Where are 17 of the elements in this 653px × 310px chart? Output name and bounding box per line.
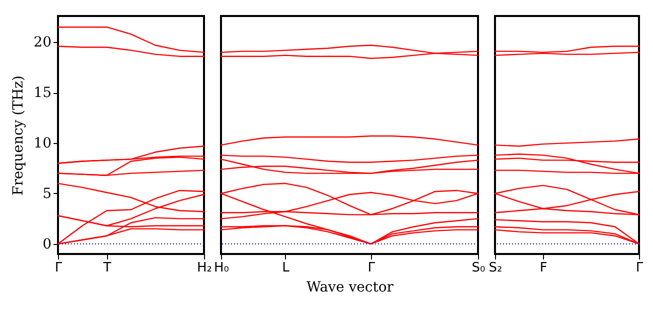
- x-tick-label: F: [540, 260, 548, 276]
- x-tick-label: L: [282, 260, 290, 276]
- x-tick-label: H₂: [197, 260, 212, 276]
- y-tick-label: 10: [34, 136, 52, 152]
- x-tick-label: Γ: [54, 260, 63, 276]
- y-tick-label: 15: [34, 85, 52, 102]
- x-tick-label: T: [102, 260, 112, 276]
- x-tick-label: H₀: [214, 260, 229, 276]
- x-axis-title: Wave vector: [306, 280, 394, 296]
- y-tick-label: 20: [34, 34, 52, 51]
- x-tick-label: S₂: [488, 260, 502, 276]
- y-tick-label: 5: [42, 186, 52, 202]
- x-tick-label: Γ: [368, 260, 376, 276]
- y-axis-title: Frequency (THz): [10, 75, 27, 196]
- y-tick-label: 0: [42, 236, 52, 252]
- x-tick-label: S₀: [472, 260, 486, 276]
- x-tick-label: Γ: [636, 260, 644, 276]
